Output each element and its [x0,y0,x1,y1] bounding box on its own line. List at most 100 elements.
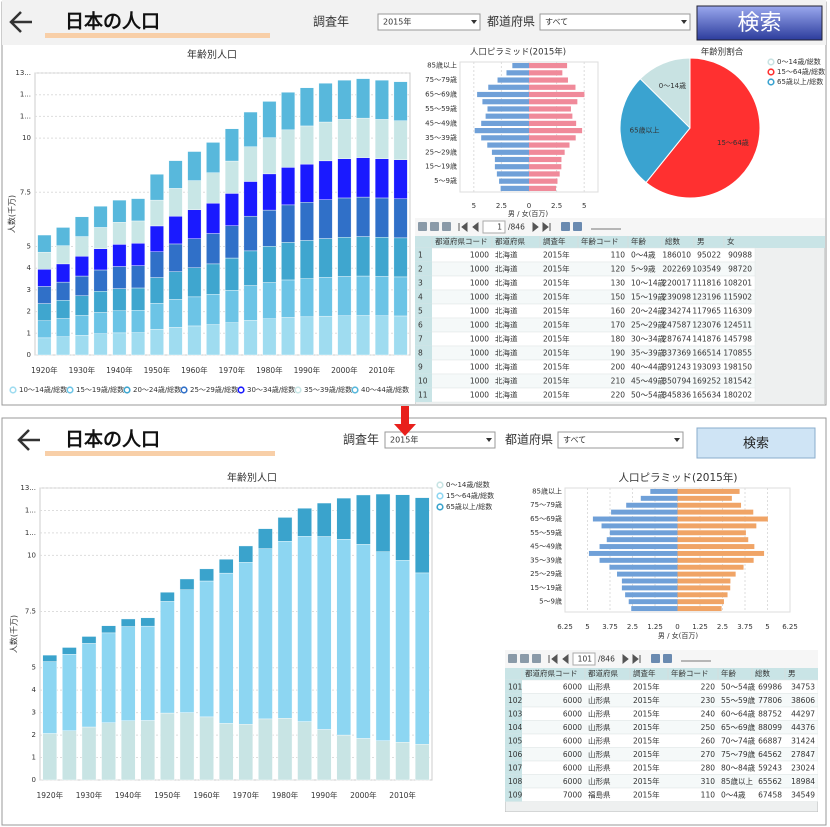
bar-segment [168,271,183,300]
bar-segment [74,295,89,316]
bar-segment [93,269,108,292]
pref-select-arrow [681,20,687,24]
year-select[interactable] [384,431,496,449]
table-cell: 1000 [470,377,489,386]
pyramid-bar [611,509,678,515]
bar-segment [393,159,408,200]
pyramid-bar [529,70,563,76]
legend-marker [767,78,775,86]
page-input[interactable] [572,652,596,666]
legend-label: 10～14歳/総数 [19,385,67,394]
chart-title: 人口ピラミッド(2015年) [619,471,738,484]
bar-segment [74,315,89,336]
bar-segment [318,277,333,317]
table-cell: 2015年 [543,376,570,386]
toolbar-icon[interactable] [520,654,529,663]
row-number: 5 [418,307,423,316]
bar-segment [243,250,258,286]
column-header: 年齢 [721,668,736,678]
pyramid-bar [487,106,529,112]
legend-label: 15～64歳/総数 [777,67,825,76]
search-button[interactable] [696,427,816,459]
table-cell: 130 [611,279,626,288]
column-header: 年齢コード [671,668,709,678]
table-cell: 103549 [692,265,721,274]
back-button[interactable] [9,11,32,33]
x-tick-label: 0 [527,202,531,210]
table-row[interactable] [505,787,818,802]
legend-marker [436,503,444,511]
table-cell: 2015年 [633,776,660,786]
toolbar-icon[interactable] [573,222,582,231]
pyramid-bar [482,99,529,105]
bar-segment [262,282,277,319]
bar-segment [356,275,371,316]
table-cell: 90988 [728,251,752,260]
year-select[interactable] [377,13,481,31]
toolbar-icon[interactable] [532,654,541,663]
pyramid-bar [640,495,678,501]
bar-segment [168,243,183,272]
x-tick-label: 2.5 [551,202,562,210]
bar-segment [393,276,408,317]
header-row [415,236,825,248]
bar-segment [356,544,371,739]
pager-next[interactable] [532,221,551,233]
y-tick-label: 7.5 [25,608,36,616]
row-number: 10 [418,377,428,386]
pager-next[interactable] [622,653,641,665]
table-cell: 2015年 [633,749,660,759]
column-header: 総数 [665,236,680,246]
pyramid-bar [494,156,529,163]
pager-prev[interactable] [548,653,569,665]
x-tick-label: 1990年 [294,365,321,375]
toolbar-icon[interactable] [651,654,660,663]
table-row[interactable] [415,387,756,403]
y-tick-label: 5 [32,664,36,672]
pyramid-bar [677,592,728,598]
table-cell: 1000 [470,307,489,316]
table-cell: 247587 [662,321,691,330]
bar-segment [112,332,127,356]
table-cell: 210 [611,377,626,386]
bar-segment [281,204,296,243]
bar-segment [243,320,258,356]
x-tick-label: 1960年 [193,790,220,800]
bar-segment [168,160,183,189]
table-cell: 北海道 [495,320,518,330]
pyramid-bar [677,509,754,515]
bar-segment [56,336,71,356]
back-button[interactable] [17,429,40,451]
toolbar-icon[interactable] [508,654,517,663]
pref-select[interactable] [539,13,691,31]
toolbar-icon[interactable] [430,222,439,231]
search-button[interactable] [696,5,823,41]
row-number: 105 [508,736,523,745]
toolbar-icon[interactable] [663,654,672,663]
bar-segment [243,215,258,252]
pyramid-bar [621,578,678,584]
toolbar-icon[interactable] [561,222,570,231]
legend-marker [9,386,17,394]
column-header: 年齢コード [581,236,619,246]
pyramid-bar [529,99,578,105]
table-cell: 6000 [563,696,582,705]
y-tick-label: 1 [27,329,31,337]
table-cell: 85歳以上 [721,776,754,786]
bar-segment [37,286,52,304]
toolbar-icon[interactable] [418,222,427,231]
bar-segment [316,502,332,537]
bar-segment [258,528,273,549]
pager-prev[interactable] [458,221,479,233]
y-tick-label: 1... [20,112,31,120]
page-input[interactable] [482,220,506,234]
y-tick-label: 75～79歳 [425,75,457,84]
bar-segment [299,163,314,203]
toolbar-icon[interactable] [442,222,451,231]
y-tick-label: 10 [22,134,31,142]
table-cell: 250 [701,723,716,732]
bar-segment [337,315,352,356]
pref-select[interactable] [557,431,684,449]
bar-segment [356,117,371,158]
table-cell: 6000 [563,723,582,732]
